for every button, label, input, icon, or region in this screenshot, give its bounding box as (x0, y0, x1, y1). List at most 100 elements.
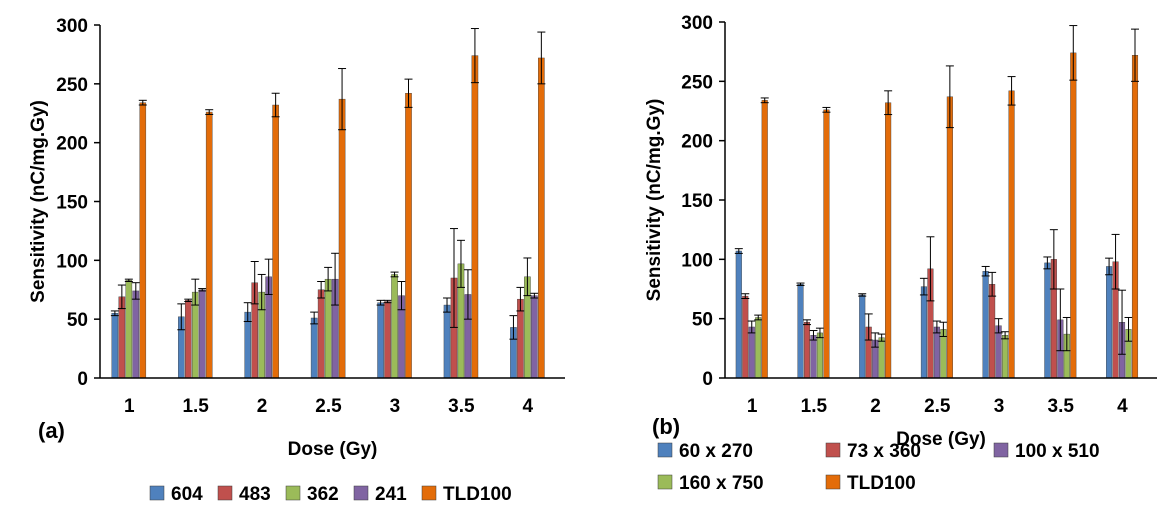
error-bar (443, 297, 452, 313)
error-bar (191, 278, 200, 306)
error-bar (1131, 28, 1139, 82)
error-bar (404, 78, 413, 108)
legend-label: 60 x 270 (679, 441, 753, 462)
error-bar (760, 97, 769, 104)
y-tick-label: 250 (681, 72, 713, 93)
error-bar (184, 298, 193, 303)
bar-60x270-3 (982, 271, 989, 379)
error-bar (523, 257, 532, 297)
error-bar (338, 68, 347, 131)
legend-swatch (285, 485, 301, 501)
bar-TLD100-2.5 (946, 96, 953, 379)
legend-swatch (421, 485, 437, 501)
bar-TLD100-4 (538, 57, 545, 379)
x-tick-label: 1 (747, 396, 758, 417)
error-bar (317, 281, 326, 299)
bar-TLD100-2 (885, 102, 892, 379)
error-bar (796, 282, 805, 286)
bar-TLD100-1 (139, 102, 147, 379)
legend-swatch (657, 442, 673, 458)
error-bar (734, 248, 743, 254)
error-bar (809, 330, 818, 341)
legend: 60 x 270 73 x 360 100 x 510 160 x 750 TLD100 (657, 441, 1100, 494)
bar-483-3 (384, 301, 391, 379)
error-bar (877, 333, 886, 342)
bar-60x270-1 (735, 250, 742, 379)
error-bar (376, 299, 385, 306)
bar-60x270-3.5 (1044, 262, 1051, 379)
bar-TLD100-1.5 (823, 109, 830, 379)
legend: 604 483 362 241 TLD100 (149, 484, 512, 505)
bar-60x270-2.5 (920, 286, 927, 379)
bar-362-1 (125, 280, 133, 379)
panel-label: (b) (652, 414, 680, 439)
error-bar (397, 281, 406, 311)
y-tick-label: 300 (681, 13, 713, 34)
error-bar (919, 277, 928, 296)
error-bar (858, 293, 867, 297)
x-tick-label: 2.5 (315, 396, 342, 417)
bar-483-2.5 (317, 289, 325, 379)
legend-swatch (149, 485, 165, 501)
error-bar (1007, 76, 1016, 106)
y-tick-label: 200 (681, 132, 713, 153)
bar-604-1 (111, 313, 119, 379)
legend-swatch (657, 474, 673, 490)
legend-label: 241 (375, 484, 407, 505)
error-bar (198, 288, 207, 292)
x-tick-label: 4 (523, 396, 534, 417)
bar-241-1.5 (198, 289, 206, 379)
error-bar (939, 321, 948, 337)
error-bar (945, 65, 954, 129)
x-tick-label: 3.5 (448, 396, 475, 417)
y-tick-label: 250 (56, 75, 88, 96)
bar-241-1 (132, 290, 140, 379)
error-bar (1118, 289, 1127, 355)
bar-160x750-1.5 (816, 332, 823, 379)
legend-label: TLD100 (847, 473, 916, 494)
error-bar (463, 269, 472, 320)
error-bar (138, 99, 147, 106)
bar-TLD100-4 (1131, 55, 1139, 379)
y-tick-label: 0 (702, 369, 713, 390)
error-bar (1105, 257, 1114, 276)
error-bar (871, 332, 880, 348)
panel-label: (a) (38, 418, 65, 443)
bar-362-2.5 (324, 278, 332, 379)
legend-label: 604 (171, 484, 203, 505)
bar-TLD100-1 (761, 100, 768, 379)
chart-panel-a: 0 50 100 150 200 250 300 1 1.5 2 2.5 3 3.5 4 Dose (Gy)… (28, 16, 565, 505)
y-axis-title: Sensitivity (nC/mg.Gy) (644, 99, 665, 302)
bar-604-3.5 (443, 304, 451, 379)
error-bar (243, 302, 252, 323)
error-bar (1062, 316, 1071, 352)
error-bar (383, 299, 392, 304)
x-tick-label: 3 (994, 396, 1005, 417)
bar-160x750-3 (1002, 335, 1009, 379)
bar-TLD100-1.5 (205, 111, 213, 379)
legend-swatch (993, 442, 1009, 458)
error-bar (110, 310, 119, 317)
error-bar (509, 315, 518, 340)
y-tick-label: 100 (56, 251, 88, 272)
y-axis-title: Sensitivity (nC/mg.Gy) (28, 100, 49, 303)
error-bar (1069, 25, 1078, 81)
bar-100x510-3 (995, 325, 1002, 379)
x-tick-label: 2.5 (924, 396, 951, 417)
error-bar (449, 228, 458, 328)
bar-73x360-3 (989, 284, 996, 379)
x-tick-label: 3 (390, 396, 401, 417)
x-tick-label: 2 (257, 396, 268, 417)
bar-60x270-2 (859, 294, 866, 379)
error-bar (988, 271, 997, 297)
bar-241-4 (531, 295, 538, 379)
legend-label: 483 (239, 484, 271, 505)
error-bar (537, 31, 546, 85)
x-tick-label: 2 (870, 396, 881, 417)
error-bar (741, 293, 750, 299)
error-bar (1001, 331, 1010, 340)
error-bar (926, 236, 935, 302)
error-bar (271, 92, 280, 118)
y-tick-label: 150 (56, 193, 88, 214)
error-bar (456, 239, 465, 288)
